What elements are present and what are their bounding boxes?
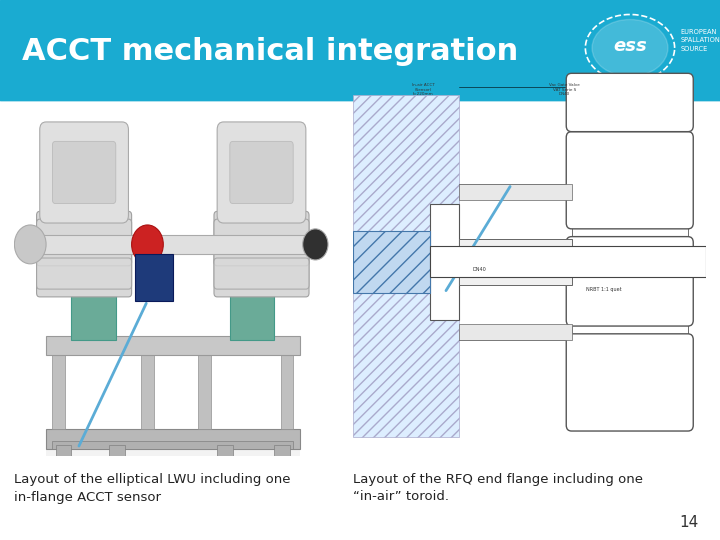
FancyBboxPatch shape [214, 211, 309, 297]
Bar [46, 444, 300, 456]
FancyBboxPatch shape [566, 73, 693, 132]
Bar [353, 94, 459, 437]
Bar [55, 444, 71, 456]
Bar [53, 352, 65, 429]
Bar [46, 336, 300, 355]
Circle shape [14, 225, 46, 264]
Text: EUROPEAN
SPALLATION
SOURCE: EUROPEAN SPALLATION SOURCE [680, 29, 720, 52]
Bar [0, 0, 720, 100]
FancyBboxPatch shape [37, 211, 132, 297]
Bar [53, 441, 293, 449]
Circle shape [302, 229, 328, 260]
Bar [459, 184, 572, 200]
FancyBboxPatch shape [566, 334, 693, 431]
Bar [431, 246, 706, 278]
Text: In-air ACCT
(Sensor)
l=220mm: In-air ACCT (Sensor) l=220mm [412, 83, 435, 96]
Bar [281, 352, 293, 429]
Bar [109, 444, 125, 456]
Text: NRBT 1:1 quet: NRBT 1:1 quet [585, 287, 621, 292]
FancyBboxPatch shape [214, 219, 309, 266]
Text: DN40: DN40 [473, 267, 487, 272]
Bar [459, 239, 572, 285]
Text: Layout of the elliptical LWU including one
in-flange ACCT sensor: Layout of the elliptical LWU including o… [14, 472, 291, 503]
FancyBboxPatch shape [37, 219, 132, 266]
Bar [353, 231, 431, 293]
Bar [135, 254, 173, 301]
Bar [274, 444, 290, 456]
FancyBboxPatch shape [37, 258, 132, 289]
Bar [46, 429, 300, 449]
FancyBboxPatch shape [230, 141, 293, 204]
Bar [141, 352, 154, 429]
Bar [459, 324, 572, 340]
Text: Layout of the RFQ end flange including one
“in-air” toroid.: Layout of the RFQ end flange including o… [353, 472, 643, 503]
FancyBboxPatch shape [40, 122, 128, 223]
Bar [198, 352, 211, 429]
FancyBboxPatch shape [53, 141, 116, 204]
FancyBboxPatch shape [566, 237, 693, 326]
Text: Vac Gate Valve
VAT Serie S
DN40: Vac Gate Valve VAT Serie S DN40 [549, 83, 580, 96]
Text: ACCT mechanical integration: ACCT mechanical integration [22, 37, 518, 66]
Bar [217, 444, 233, 456]
Text: 14: 14 [679, 515, 698, 530]
Text: ess: ess [613, 37, 647, 55]
Circle shape [132, 225, 163, 264]
Bar [71, 293, 116, 340]
FancyBboxPatch shape [217, 122, 306, 223]
Bar [431, 204, 459, 320]
Bar [30, 235, 315, 254]
Circle shape [592, 19, 668, 76]
Bar [230, 293, 274, 340]
FancyBboxPatch shape [214, 258, 309, 289]
FancyBboxPatch shape [566, 132, 693, 229]
